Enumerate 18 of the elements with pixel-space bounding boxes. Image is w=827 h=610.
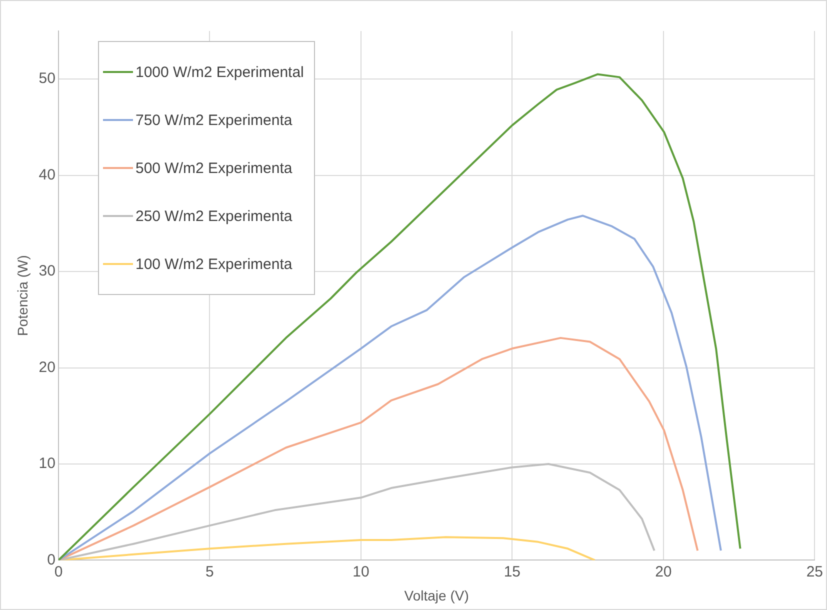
x-tick-label: 5 <box>206 563 214 580</box>
x-tick-label: 25 <box>806 563 823 580</box>
legend-label: 100 W/m2 Experimenta <box>135 256 292 272</box>
y-tick-label: 50 <box>38 70 56 88</box>
legend-label: 750 W/m2 Experimenta <box>135 112 292 128</box>
x-tick-label: 10 <box>352 563 370 580</box>
x-tick-label: 20 <box>655 563 672 580</box>
x-axis-title: Voltaje (V) <box>404 587 469 604</box>
legend-label: 1000 W/m2 Experimental <box>135 64 304 80</box>
legend-label: 500 W/m2 Experimenta <box>135 160 292 176</box>
y-tick-label: 0 <box>47 551 56 568</box>
y-tick-label: 10 <box>38 455 56 472</box>
legend-label: 250 W/m2 Experimenta <box>135 208 292 224</box>
y-tick-label: 20 <box>38 358 56 376</box>
x-tick-label: 15 <box>504 563 521 580</box>
y-tick-label: 30 <box>38 262 56 280</box>
y-tick-label: 40 <box>38 166 56 184</box>
y-axis-title: Potencia (W) <box>14 255 30 336</box>
